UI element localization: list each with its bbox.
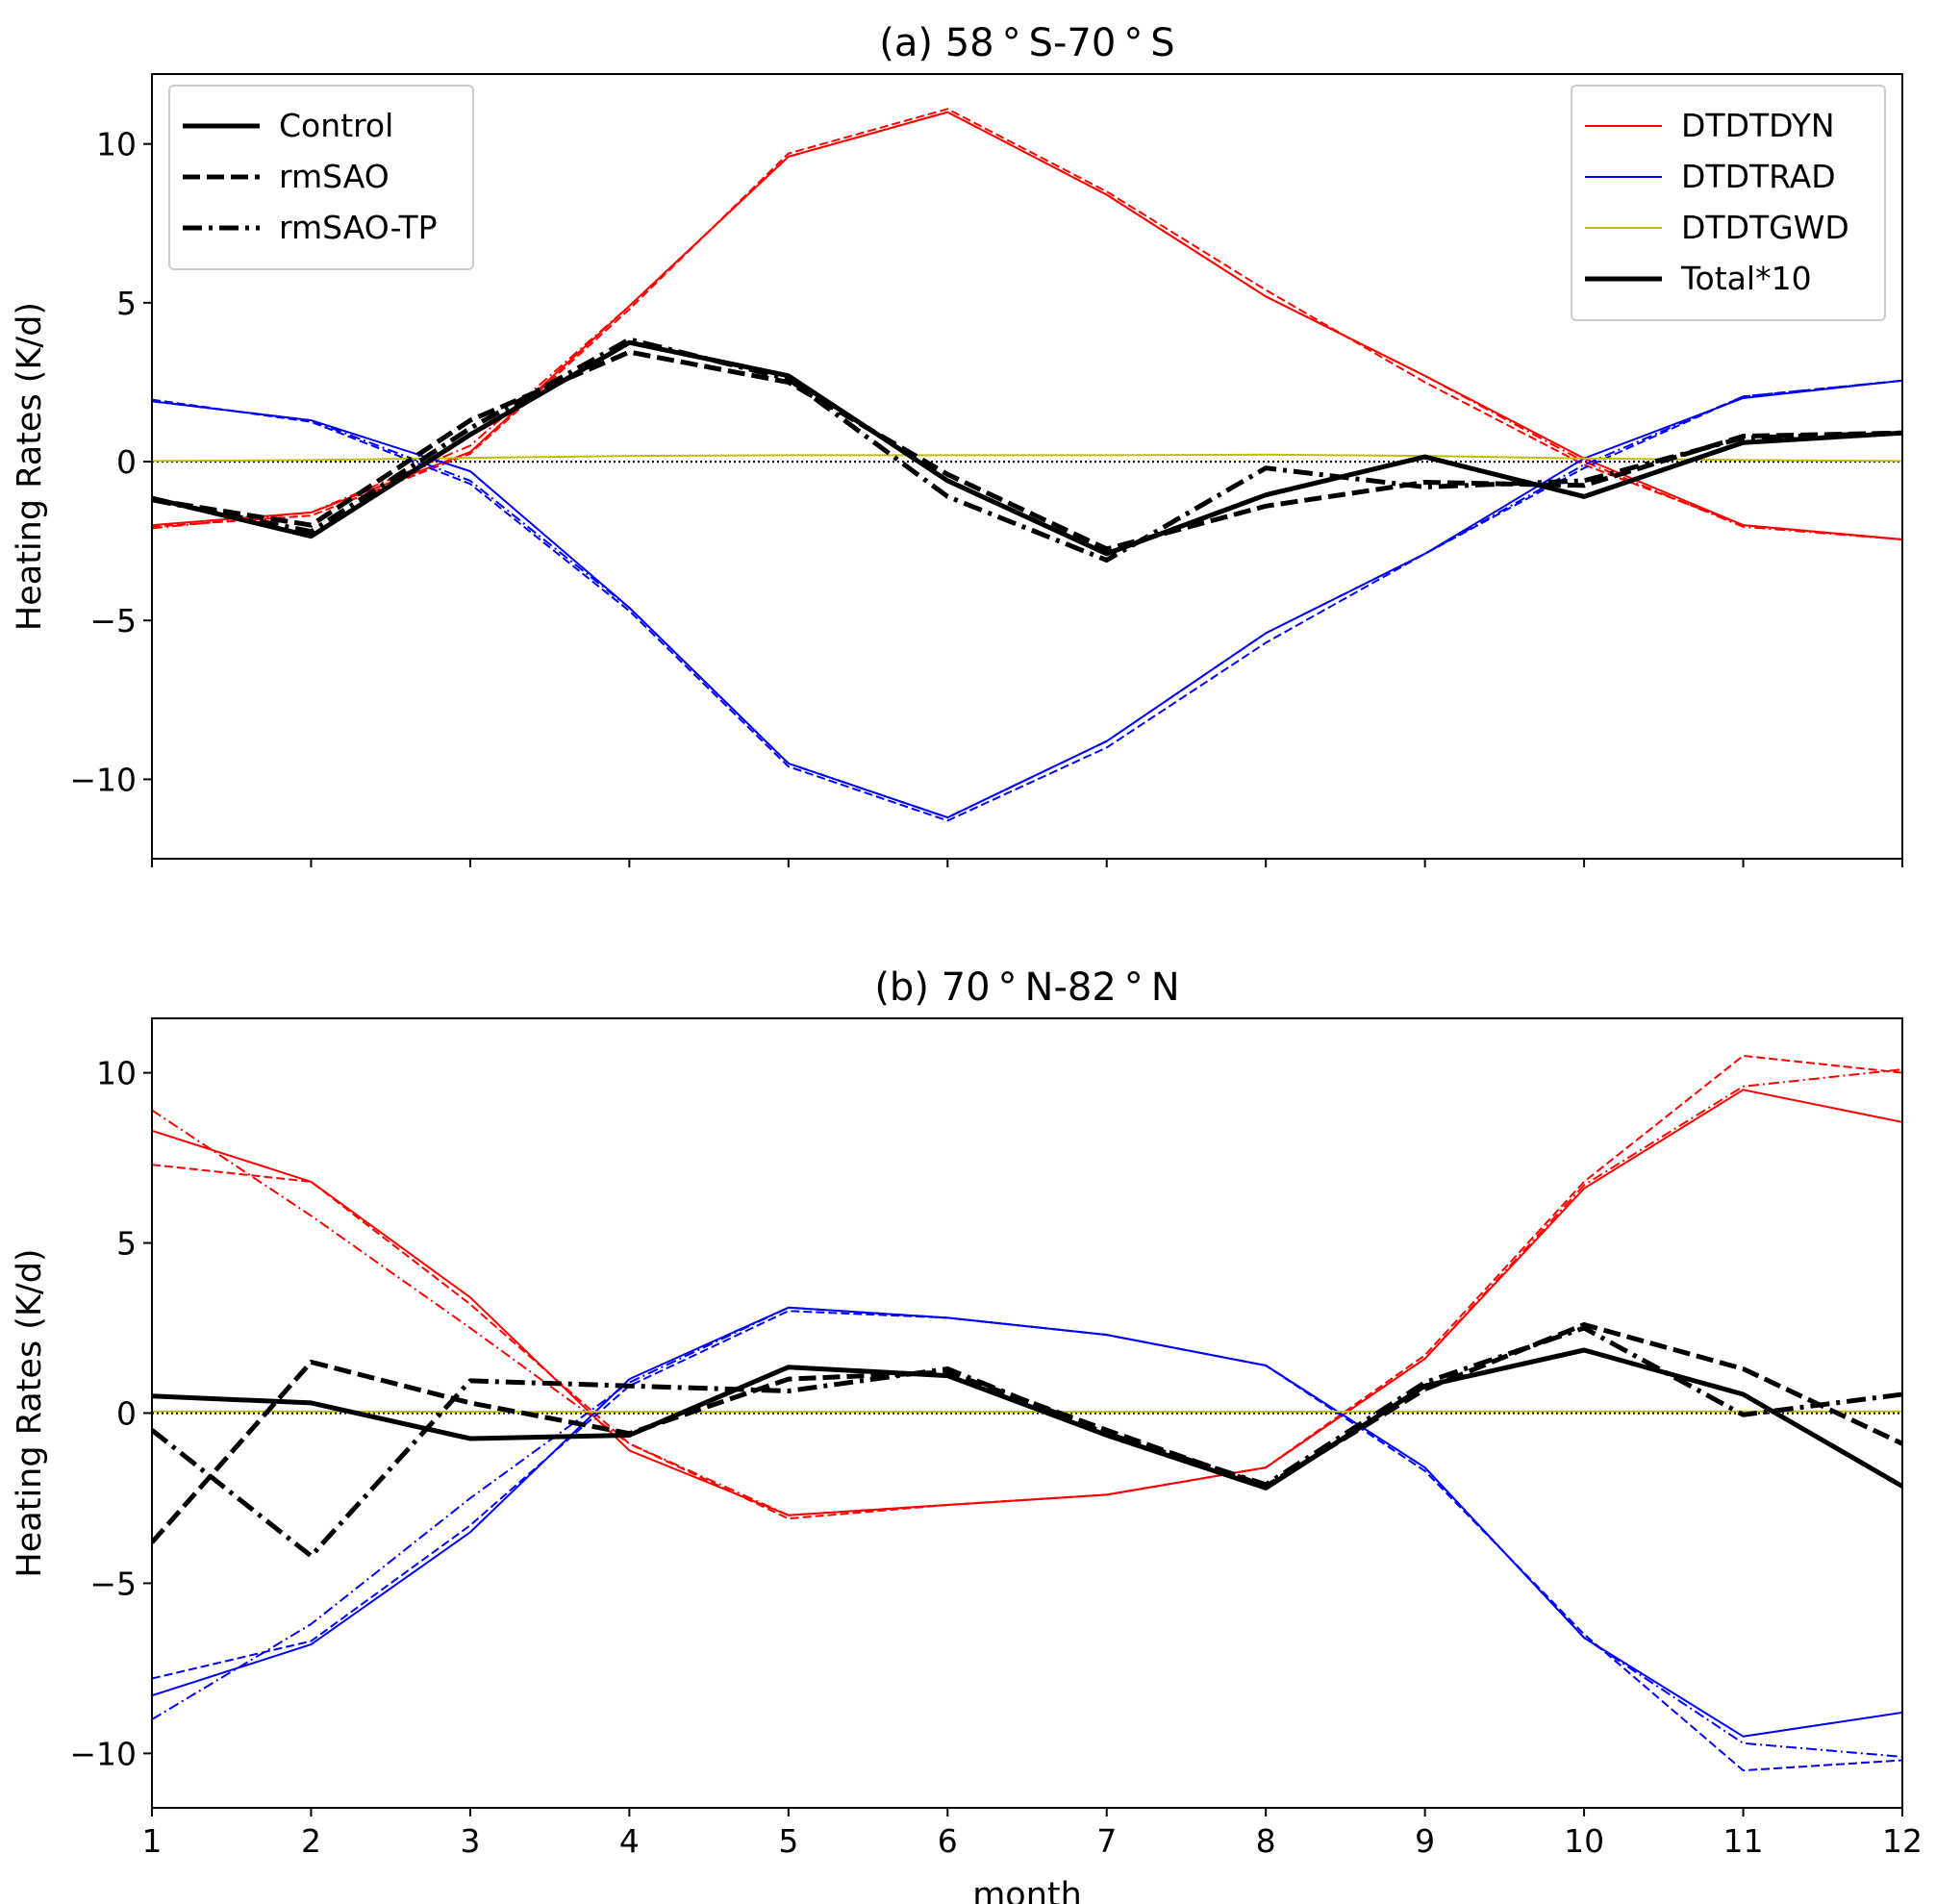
y-tick-label: −5	[89, 602, 137, 639]
panel-b: (b) 70 ° N-82 ° N Heating Rates (K/d) mont…	[11, 965, 1923, 1904]
series-line-total-10-control	[152, 1347, 1902, 1491]
y-tick-label: 0	[116, 1395, 137, 1433]
legend-box	[1571, 85, 1886, 321]
series-line-dtdtrad-rmsao	[152, 1310, 1902, 1772]
series-line-total-10-control	[152, 339, 1902, 557]
x-axis-label: month	[972, 1876, 1082, 1904]
series-line-total-10-rmsao-tp	[152, 1325, 1902, 1559]
y-tick-label: −10	[69, 761, 137, 798]
x-tick-label: 12	[1882, 1822, 1923, 1860]
x-tick-label: 6	[938, 1822, 958, 1860]
plot-area	[152, 1054, 1902, 1772]
plot-frame	[151, 73, 1903, 860]
legend-upper-right: DTDTDYN DTDTRAD DTDTGWD Total*10	[1571, 85, 1886, 321]
legend-box	[168, 85, 474, 270]
legend-label: Total*10	[1680, 260, 1812, 297]
series-line-total-10-rmsao	[152, 349, 1902, 552]
y-tick-label: 10	[96, 126, 137, 163]
y-tick-label: 5	[116, 1225, 137, 1263]
x-tick-label: 8	[1256, 1822, 1276, 1860]
plot-area	[152, 108, 1902, 822]
x-tick-label: 4	[619, 1822, 640, 1860]
panel-title: (b) 70 ° N-82 ° N	[874, 965, 1179, 1010]
panel-title: (a) 58 ° S-70 ° S	[879, 21, 1174, 65]
series-line-dtdtdyn-rmsao-tp	[152, 1068, 1902, 1516]
y-axis-label: Heating Rates (K/d)	[11, 1248, 49, 1577]
legend-upper-left: Control rmSAO rmSAO-TP	[168, 85, 474, 270]
y-tick-label: −10	[69, 1735, 137, 1772]
x-tick-label: 7	[1096, 1822, 1117, 1860]
y-tick-label: 5	[116, 285, 137, 322]
x-tick-label: 2	[301, 1822, 321, 1860]
legend-label: DTDTDYN	[1681, 107, 1835, 144]
legend-label: DTDTRAD	[1681, 158, 1836, 195]
series-line-dtdtrad-rmsao-tp	[152, 379, 1902, 819]
x-tick-label: 11	[1723, 1822, 1764, 1860]
series-line-dtdtgwd-control	[152, 453, 1902, 463]
y-tick-label: −5	[89, 1565, 137, 1602]
panel-a: (a) 58 ° S-70 ° S Heating Rates (K/d) −10 −…	[11, 21, 1903, 867]
series-line-dtdtrad-control	[152, 1306, 1902, 1738]
x-tick-label: 5	[778, 1822, 798, 1860]
x-tick-label: 9	[1415, 1822, 1435, 1860]
y-tick-label: 0	[116, 443, 137, 481]
x-tick-label: 3	[460, 1822, 480, 1860]
x-tick-label: 1	[142, 1822, 163, 1860]
series-line-total-10-rmsao-tp	[152, 337, 1902, 563]
legend-label: DTDTGWD	[1681, 209, 1849, 246]
series-line-dtdtrad-rmsao	[152, 379, 1902, 822]
legend-label: rmSAO	[279, 158, 390, 195]
y-axis-label: Heating Rates (K/d)	[11, 302, 49, 631]
y-tick-label: 10	[96, 1055, 137, 1092]
plot-frame	[151, 1017, 1903, 1809]
x-tick-label: 10	[1564, 1822, 1604, 1860]
legend-label: rmSAO-TP	[279, 209, 438, 246]
legend-label: Control	[279, 107, 393, 144]
